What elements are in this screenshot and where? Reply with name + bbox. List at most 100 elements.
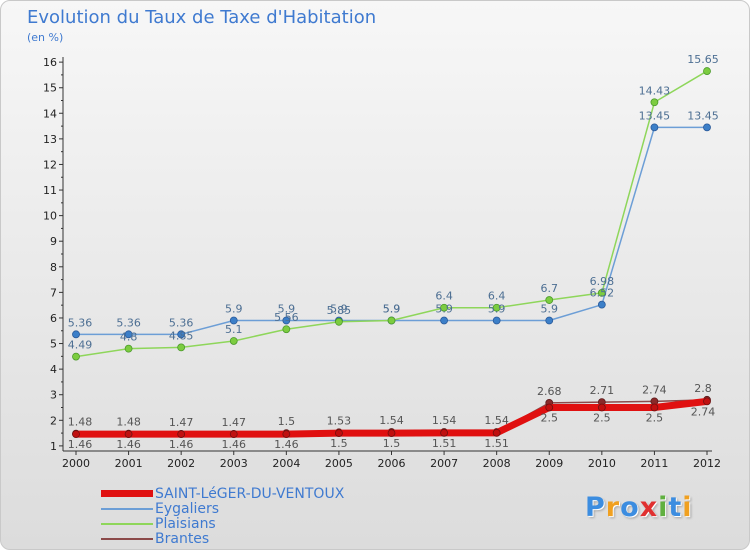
data-point bbox=[282, 430, 291, 439]
y-tick-label: 2 bbox=[50, 414, 57, 427]
data-label: 1.54 bbox=[432, 414, 457, 427]
legend-swatch-brantes bbox=[101, 537, 153, 540]
legend-item-plaisians: Plaisians bbox=[101, 515, 216, 532]
data-point bbox=[597, 300, 606, 309]
data-label: 14.43 bbox=[639, 84, 671, 97]
x-tick-label: 2006 bbox=[378, 457, 406, 470]
data-point bbox=[124, 330, 133, 339]
chart-subtitle: (en %) bbox=[27, 31, 64, 44]
y-tick-label: 1 bbox=[50, 440, 57, 453]
data-point bbox=[545, 296, 554, 304]
legend-item-eygaliers: Eygaliers bbox=[101, 500, 220, 517]
legend-item-saint-leger: SAINT-LéGER-DU-VENTOUX bbox=[101, 485, 345, 502]
x-tick-label: 2003 bbox=[220, 457, 248, 470]
data-label: 1.46 bbox=[68, 438, 93, 451]
x-tick-label: 2009 bbox=[535, 457, 563, 470]
data-point bbox=[703, 67, 711, 75]
data-point bbox=[650, 98, 659, 107]
data-label: 6.4 bbox=[488, 290, 506, 303]
data-label: 2.71 bbox=[590, 384, 615, 397]
data-label: 1.51 bbox=[484, 437, 509, 450]
data-label: 1.5 bbox=[330, 437, 348, 450]
y-tick-label: 11 bbox=[43, 184, 57, 197]
data-point bbox=[124, 430, 133, 439]
data-label: 1.54 bbox=[379, 414, 404, 427]
data-label: 2.5 bbox=[593, 412, 611, 425]
legend-swatch-saint-leger bbox=[101, 490, 153, 497]
data-point bbox=[177, 330, 186, 339]
data-label: 6.7 bbox=[541, 282, 559, 295]
y-tick-label: 10 bbox=[43, 210, 57, 223]
data-point bbox=[72, 352, 80, 361]
data-label: 5.9 bbox=[435, 303, 453, 316]
data-point bbox=[72, 330, 80, 339]
data-label: 1.47 bbox=[222, 416, 247, 429]
x-tick-label: 2000 bbox=[62, 457, 90, 470]
x-tick-label: 2010 bbox=[588, 457, 616, 470]
data-point bbox=[545, 316, 554, 325]
data-label: 5.9 bbox=[330, 303, 348, 316]
data-point bbox=[335, 317, 343, 326]
data-label: 2.8 bbox=[694, 382, 712, 395]
x-tick-label: 2005 bbox=[325, 457, 353, 470]
legend-item-brantes: Brantes bbox=[101, 530, 210, 547]
data-label: 1.48 bbox=[116, 416, 141, 429]
data-label: 5.85 bbox=[327, 304, 352, 317]
data-label: 5.9 bbox=[541, 303, 559, 316]
data-label: 5.9 bbox=[383, 303, 401, 316]
data-point bbox=[650, 403, 659, 412]
data-point bbox=[597, 403, 606, 412]
data-label: 5.36 bbox=[116, 316, 141, 329]
legend-swatch-plaisians bbox=[101, 522, 153, 525]
data-label: 2.5 bbox=[646, 412, 664, 425]
y-tick-label: 15 bbox=[43, 82, 57, 95]
x-tick-label: 2002 bbox=[167, 457, 195, 470]
data-point bbox=[282, 316, 291, 325]
proxiti-logo: Proxiti bbox=[585, 492, 693, 523]
y-tick-label: 13 bbox=[43, 133, 57, 146]
data-point bbox=[440, 316, 448, 325]
x-tick-label: 2007 bbox=[430, 457, 458, 470]
data-point bbox=[440, 428, 448, 437]
data-point bbox=[124, 344, 133, 353]
data-point bbox=[177, 430, 186, 439]
data-point bbox=[650, 123, 659, 132]
y-tick-label: 4 bbox=[50, 363, 57, 376]
x-tick-label: 2001 bbox=[115, 457, 143, 470]
data-point bbox=[545, 403, 554, 412]
data-point bbox=[335, 429, 343, 437]
data-label: 5.9 bbox=[225, 303, 243, 316]
y-tick-label: 12 bbox=[43, 158, 57, 171]
data-label: 1.54 bbox=[484, 414, 509, 427]
data-label: 1.51 bbox=[432, 437, 457, 450]
x-tick-label: 2012 bbox=[693, 457, 721, 470]
data-point bbox=[597, 288, 606, 297]
x-tick-label: 2004 bbox=[272, 457, 300, 470]
data-label: 1.5 bbox=[383, 437, 401, 450]
data-label: 2.74 bbox=[642, 383, 667, 396]
data-label: 15.65 bbox=[687, 53, 719, 66]
x-tick-label: 2008 bbox=[483, 457, 511, 470]
y-tick-label: 8 bbox=[50, 261, 57, 274]
data-point bbox=[440, 303, 448, 312]
data-label: 1.48 bbox=[68, 416, 93, 429]
legend-label-plaisians: Plaisians bbox=[155, 515, 216, 532]
data-point bbox=[229, 430, 238, 439]
data-label: 5.36 bbox=[68, 316, 93, 329]
data-point bbox=[492, 316, 501, 325]
data-label: 5.56 bbox=[274, 311, 299, 324]
data-label: 2.5 bbox=[541, 412, 559, 425]
data-label: 6.98 bbox=[590, 275, 615, 288]
legend-label-saint-leger: SAINT-LéGER-DU-VENTOUX bbox=[155, 485, 345, 502]
y-tick-label: 7 bbox=[50, 286, 57, 299]
data-label: 5.9 bbox=[383, 303, 401, 316]
legend-label-brantes: Brantes bbox=[155, 530, 210, 547]
data-point bbox=[72, 430, 80, 439]
legend-label-eygaliers: Eygaliers bbox=[155, 500, 220, 517]
data-label: 1.46 bbox=[222, 438, 247, 451]
y-tick-label: 3 bbox=[50, 389, 57, 402]
data-point bbox=[703, 123, 711, 132]
data-label: 2.68 bbox=[537, 385, 562, 398]
data-point bbox=[177, 343, 186, 352]
